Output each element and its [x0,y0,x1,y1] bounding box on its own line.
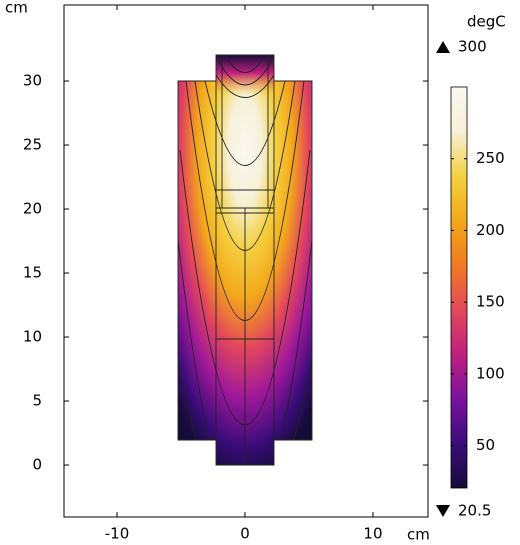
colorbar [450,86,468,489]
y-tick-label: 25 [23,136,42,154]
x-tick-label: -10 [105,525,130,543]
max-value: 300 [458,38,487,56]
colorbar-tick-label: 50 [476,436,495,454]
geometry-outline [177,54,313,466]
y-tick-label: 10 [23,328,42,346]
x-tick-label: 0 [240,525,250,543]
y-tick-label: 0 [32,456,42,474]
colorbar-tick-label: 100 [476,364,505,382]
colorbar-tick-label: 250 [476,149,505,167]
min-value: 20.5 [458,502,491,520]
colorbar-tick-label: 200 [476,221,505,239]
x-axis-label: cm [407,526,430,544]
y-tick-label: 30 [23,72,42,90]
max-marker [436,41,450,53]
y-axis-label: cm [5,0,28,17]
min-marker [436,505,450,517]
y-tick-label: 5 [32,392,42,410]
x-tick-label: 10 [363,525,382,543]
colorbar-title: degC [467,13,506,31]
y-tick-label: 20 [23,200,42,218]
y-tick-label: 15 [23,264,42,282]
colorbar-tick-label: 150 [476,293,505,311]
